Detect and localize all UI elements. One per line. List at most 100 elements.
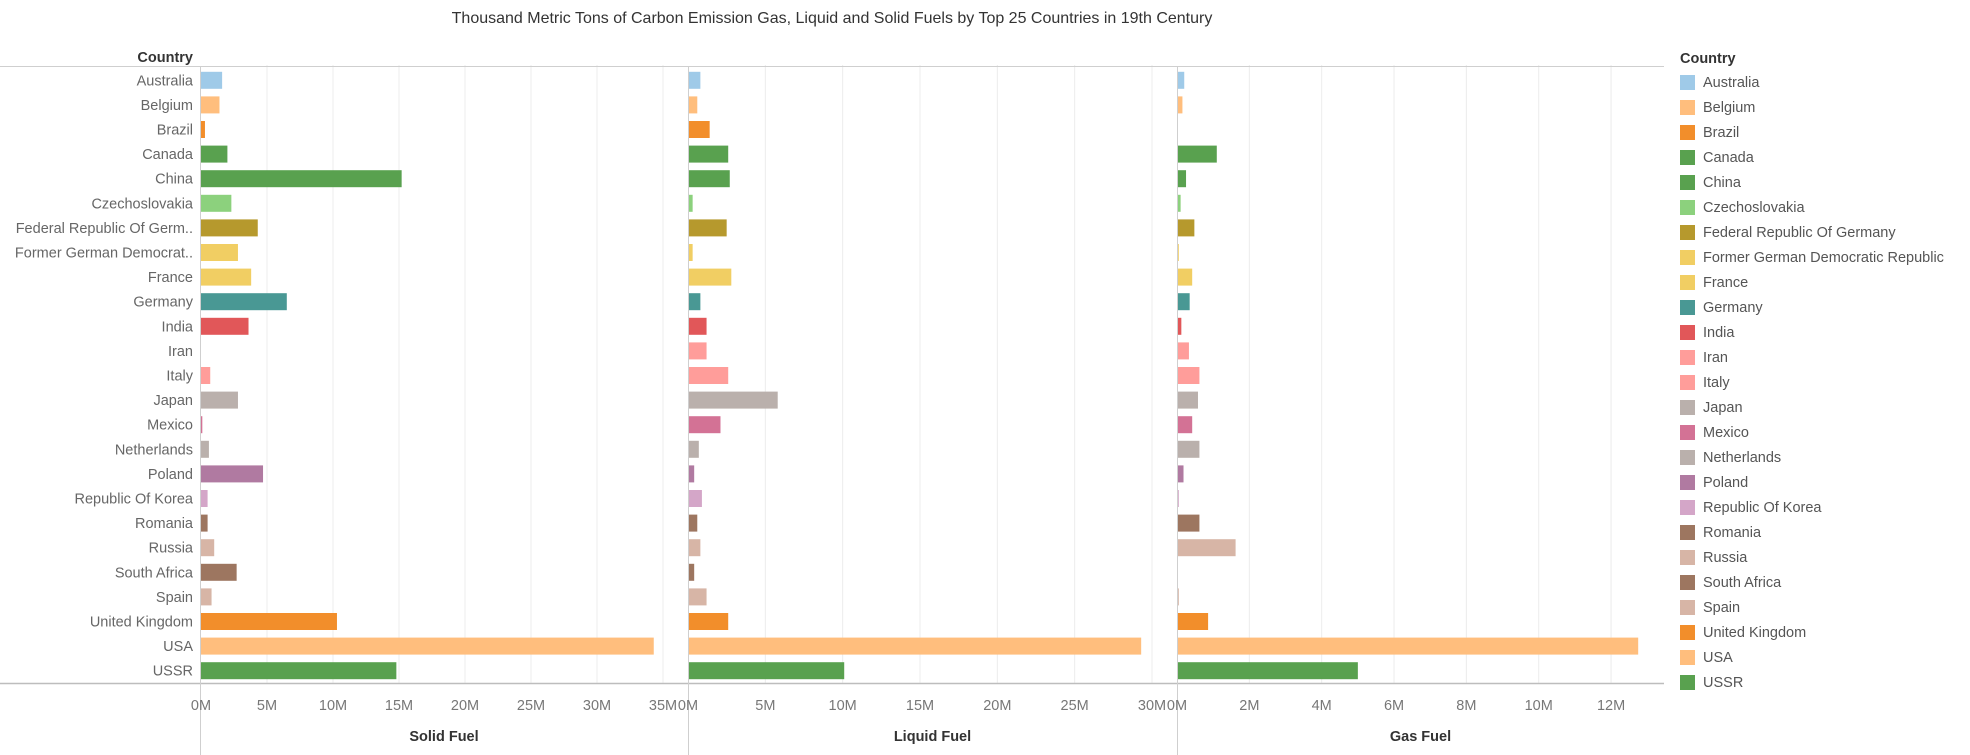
bar-liquid-fuel-germany[interactable] [688,293,701,311]
bar-solid-fuel-germany[interactable] [201,293,287,311]
bar-solid-fuel-usa[interactable] [201,637,654,655]
bar-solid-fuel-united-kingdom[interactable] [201,613,337,630]
bar-liquid-fuel-former-german-democrat[interactable] [688,244,693,261]
bar-gas-fuel-italy[interactable] [1177,367,1200,384]
bar-liquid-fuel-italy[interactable] [688,367,729,384]
bar-solid-fuel-republic-of-korea[interactable] [201,490,208,507]
legend-item-india[interactable]: India [1680,320,1970,345]
bar-gas-fuel-france[interactable] [1177,268,1193,286]
bar-gas-fuel-india[interactable] [1177,317,1182,335]
bar-gas-fuel-romania[interactable] [1177,514,1200,532]
bar-gas-fuel-germany[interactable] [1177,293,1190,311]
legend-item-china[interactable]: China [1680,170,1970,195]
legend-item-poland[interactable]: Poland [1680,470,1970,495]
bar-solid-fuel-france[interactable] [201,268,252,286]
bar-liquid-fuel-poland[interactable] [688,465,695,483]
legend-label: Romania [1703,524,1762,541]
legend-item-united-kingdom[interactable]: United Kingdom [1680,620,1970,645]
legend-item-australia[interactable]: Australia [1680,70,1970,95]
legend-item-netherlands[interactable]: Netherlands [1680,445,1970,470]
legend-item-belgium[interactable]: Belgium [1680,95,1970,120]
bar-solid-fuel-poland[interactable] [201,465,264,483]
bar-solid-fuel-netherlands[interactable] [201,440,209,458]
bar-solid-fuel-federal-republic-of-germ[interactable] [201,219,258,237]
bar-gas-fuel-usa[interactable] [1177,637,1639,655]
bar-liquid-fuel-united-kingdom[interactable] [688,613,729,630]
bar-gas-fuel-iran[interactable] [1177,342,1189,360]
bar-gas-fuel-united-kingdom[interactable] [1177,613,1209,630]
bar-liquid-fuel-iran[interactable] [688,342,707,360]
bar-solid-fuel-italy[interactable] [201,367,211,384]
bar-liquid-fuel-romania[interactable] [688,514,698,532]
legend-item-japan[interactable]: Japan [1680,395,1970,420]
legend-swatch [1680,650,1695,665]
bar-gas-fuel-canada[interactable] [1177,145,1217,163]
legend-item-usa[interactable]: USA [1680,645,1970,670]
legend-item-france[interactable]: France [1680,270,1970,295]
bar-gas-fuel-mexico[interactable] [1177,416,1193,434]
bar-solid-fuel-spain[interactable] [201,588,212,606]
legend-item-republic-of-korea[interactable]: Republic Of Korea [1680,495,1970,520]
row-label-usa: USA [163,639,193,655]
legend-item-romania[interactable]: Romania [1680,520,1970,545]
bar-solid-fuel-china[interactable] [201,170,402,188]
legend-swatch [1680,425,1695,440]
bar-solid-fuel-former-german-democrat[interactable] [201,244,238,261]
bar-liquid-fuel-south-africa[interactable] [688,563,695,581]
bar-liquid-fuel-china[interactable] [688,170,730,188]
bar-solid-fuel-belgium[interactable] [201,96,220,114]
bar-gas-fuel-china[interactable] [1177,170,1187,188]
bar-solid-fuel-brazil[interactable] [201,121,205,138]
bar-gas-fuel-japan[interactable] [1177,391,1198,409]
bar-liquid-fuel-france[interactable] [688,268,732,286]
legend-item-south-africa[interactable]: South Africa [1680,570,1970,595]
bar-liquid-fuel-brazil[interactable] [688,121,710,138]
bar-liquid-fuel-belgium[interactable] [688,96,698,114]
bar-liquid-fuel-netherlands[interactable] [688,440,699,458]
bar-liquid-fuel-canada[interactable] [688,145,729,163]
legend-item-mexico[interactable]: Mexico [1680,420,1970,445]
bar-liquid-fuel-ussr[interactable] [688,662,845,680]
bar-liquid-fuel-india[interactable] [688,317,707,335]
bar-solid-fuel-india[interactable] [201,317,249,335]
row-label-spain: Spain [156,590,193,606]
legend-item-germany[interactable]: Germany [1680,295,1970,320]
bar-liquid-fuel-republic-of-korea[interactable] [688,490,702,507]
bar-solid-fuel-japan[interactable] [201,391,238,409]
legend-item-spain[interactable]: Spain [1680,595,1970,620]
bar-gas-fuel-netherlands[interactable] [1177,440,1200,458]
bar-liquid-fuel-spain[interactable] [688,588,707,606]
bar-gas-fuel-russia[interactable] [1177,539,1236,557]
legend-item-italy[interactable]: Italy [1680,370,1970,395]
bar-gas-fuel-belgium[interactable] [1177,96,1183,114]
row-label-india: India [162,319,194,335]
bar-gas-fuel-federal-republic-of-germ[interactable] [1177,219,1195,237]
bar-liquid-fuel-australia[interactable] [688,71,701,89]
bar-solid-fuel-australia[interactable] [201,71,223,89]
legend-item-federal-republic-of-germany[interactable]: Federal Republic Of Germany [1680,220,1970,245]
bar-liquid-fuel-russia[interactable] [688,539,701,557]
bar-solid-fuel-south-africa[interactable] [201,563,237,581]
legend-item-canada[interactable]: Canada [1680,145,1970,170]
bar-gas-fuel-czechoslovakia[interactable] [1177,194,1181,212]
bar-liquid-fuel-usa[interactable] [688,637,1142,655]
bar-liquid-fuel-federal-republic-of-germ[interactable] [688,219,727,237]
bar-liquid-fuel-mexico[interactable] [688,416,721,434]
legend-item-iran[interactable]: Iran [1680,345,1970,370]
bar-liquid-fuel-czechoslovakia[interactable] [688,194,693,212]
bar-solid-fuel-czechoslovakia[interactable] [201,194,232,212]
legend-item-ussr[interactable]: USSR [1680,670,1970,695]
legend-item-former-german-democratic-republic[interactable]: Former German Democratic Republic [1680,245,1970,270]
bar-gas-fuel-australia[interactable] [1177,71,1185,89]
bar-solid-fuel-romania[interactable] [201,514,208,532]
bar-gas-fuel-ussr[interactable] [1177,662,1358,680]
legend-item-russia[interactable]: Russia [1680,545,1970,570]
legend-item-brazil[interactable]: Brazil [1680,120,1970,145]
bar-solid-fuel-mexico[interactable] [201,416,203,434]
bar-gas-fuel-poland[interactable] [1177,465,1184,483]
bar-liquid-fuel-japan[interactable] [688,391,778,409]
legend-item-czechoslovakia[interactable]: Czechoslovakia [1680,195,1970,220]
bar-solid-fuel-russia[interactable] [201,539,215,557]
bar-solid-fuel-canada[interactable] [201,145,228,163]
bar-solid-fuel-ussr[interactable] [201,662,397,680]
